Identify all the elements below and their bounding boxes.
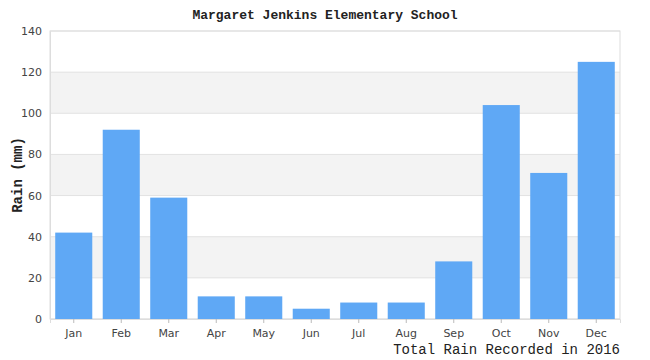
x-tick-label: Jan [64,327,82,340]
x-tick-label: Sep [443,327,464,340]
bar [198,296,235,319]
y-tick-label: 20 [28,272,42,285]
x-tick: Mar [158,319,179,340]
plot-area: 0 20 40 60 80 100 120 140 Jan Feb Mar Apr May Jun Jul A… [21,25,621,340]
y-tick: 40 [28,231,50,244]
y-tick-label: 120 [21,66,42,79]
x-tick-label: Feb [112,327,131,340]
x-tick-mark [501,319,502,323]
x-tick-mark [453,319,454,323]
plot-frame [50,31,620,319]
y-tick-label: 80 [28,148,42,161]
x-tick: Feb [112,319,131,340]
x-tick-label: Aug [396,327,417,340]
bars [55,62,615,319]
y-tick-label: 100 [21,107,42,120]
y-tick-label: 40 [28,231,42,244]
x-tick: Apr [207,319,227,340]
x-tick-mark [358,319,359,323]
x-tick-label: Jun [302,327,320,340]
y-tick: 20 [28,272,50,285]
x-tick: Jun [302,319,320,340]
chart: 0 20 40 60 80 100 120 140 Jan Feb Mar Apr May Jun Jul A… [0,0,650,360]
bar [55,233,92,319]
bar [150,198,187,319]
x-tick-mark [311,319,312,323]
x-tick-mark [216,319,217,323]
y-tick: 80 [28,148,50,161]
grid-line [50,113,620,114]
x-tick-mark [548,319,549,323]
bar [340,303,377,319]
x-tick-mark [596,319,597,323]
x-tick: Oct [492,319,512,340]
x-tick-label: May [252,327,275,340]
grid [50,31,620,319]
title: Margaret Jenkins Elementary School [192,8,457,23]
x-tick: May [252,319,275,340]
x-tick: Sep [443,319,464,340]
x-tick-mark [121,319,122,323]
grid-band [50,72,620,113]
bar [245,296,282,319]
x-tick: Nov [538,319,560,340]
x-tick-label: Mar [158,327,179,340]
x-tick-label: Nov [538,327,560,340]
y-tick: 140 [21,25,50,38]
x-tick-mark [263,319,264,323]
x-tick-mark [73,319,74,323]
y-tick-label: 0 [35,313,42,326]
y-axis-title: Rain (mm) [10,137,26,213]
x-tick: Jan [64,319,82,340]
y-tick: 120 [21,66,50,79]
y-tick: 0 [35,313,50,326]
x-tick: Dec [586,319,607,340]
y-tick: 60 [28,190,50,203]
bar [103,130,140,319]
x-axis-line [51,320,621,324]
bar [578,62,615,319]
x-tick-label: Oct [492,327,512,340]
grid-line [50,72,620,73]
bar [530,173,567,319]
x-tick-label: Jul [351,327,365,340]
y-tick: 100 [21,107,50,120]
bar [293,309,330,319]
x-axis: Jan Feb Mar Apr May Jun Jul Aug Sep Oct Nov Dec [51,319,621,340]
y-tick-label: 60 [28,190,42,203]
bar [483,105,520,319]
x-tick-label: Dec [586,327,607,340]
x-tick-label: Apr [207,327,227,340]
x-tick-mark [406,319,407,323]
x-tick: Aug [396,319,417,340]
bar [435,261,472,319]
y-tick-label: 140 [21,25,42,38]
bar [388,303,425,319]
x-tick: Jul [351,319,365,340]
x-axis-title: Total Rain Recorded in 2016 [393,342,620,358]
x-tick-mark [168,319,169,323]
y-axis-line [50,32,51,320]
